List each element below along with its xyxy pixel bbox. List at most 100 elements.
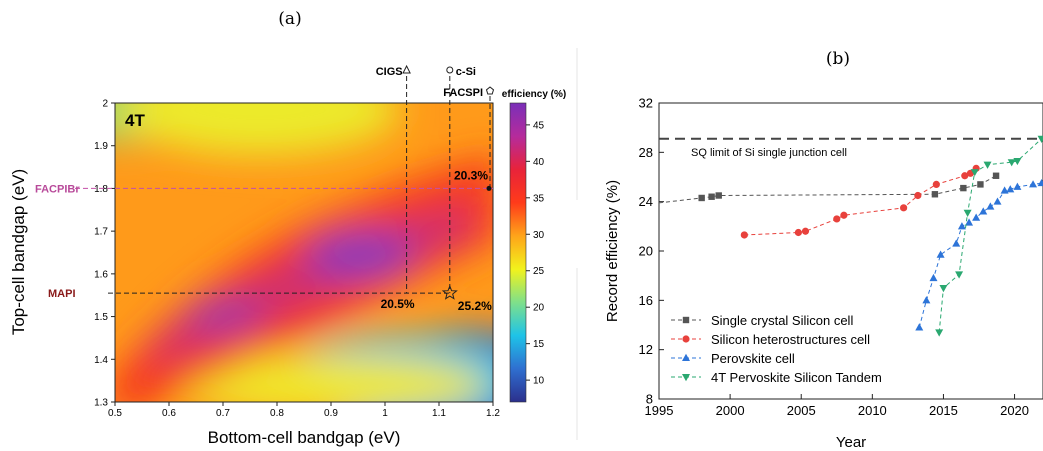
heatmap-x-tick-label: 0.5 [108, 408, 122, 419]
marker-label-mapi: MAPI [48, 288, 76, 300]
efficiency-annotation: 25.2% [458, 299, 492, 313]
marker-label-cigs: CIGS [376, 66, 403, 78]
heatmap-x-ticks: 0.5 0.6 0.7 0.8 0.9 1 1.1 1.2 [108, 402, 500, 419]
data-point [955, 271, 964, 279]
data-point [1013, 182, 1022, 190]
circle-marker-icon [446, 66, 454, 74]
series-line [938, 138, 1042, 333]
heatmap-inset-label: 4T [125, 111, 145, 130]
colorbar-tick-label: 40 [533, 157, 545, 168]
colorbar-ticks: 10 15 20 25 30 35 40 45 [526, 120, 545, 387]
heatmap-y-ticks: 1.3 1.4 1.5 1.6 1.7 1.8 1.9 2 [94, 99, 115, 409]
heatmap-chart: 4T 0.5 0.6 0.7 0.8 0.9 1 1.1 1.2 1.31.41.51.61.… [9, 64, 566, 447]
pentagon-marker-icon [485, 86, 495, 95]
heatmap-x-tick-label: 1.2 [486, 408, 500, 419]
heatmap-xlabel: Bottom-cell bandgap (eV) [208, 428, 401, 447]
triangle-marker-icon [402, 64, 411, 74]
data-point [1037, 135, 1043, 143]
line-chart-y-tick-label: 24 [639, 194, 653, 209]
line-chart: 1995 2000 2005 2010 2015 2020 8 12 16 20 24 28 32 S… [604, 96, 1043, 451]
heatmap-x-tick-label: 0.8 [270, 408, 284, 419]
data-point [972, 213, 981, 221]
data-point [1013, 157, 1022, 166]
heatmap-y-tick-label: 1.3 [94, 398, 108, 409]
heatmap-x-tick-label: 0.7 [216, 408, 230, 419]
data-point [1000, 186, 1009, 194]
line-chart-y-tick-label: 28 [639, 145, 653, 160]
data-point [965, 218, 974, 226]
marker-label-facspi: FACSPI [443, 87, 483, 99]
data-point [957, 222, 966, 230]
legend-label: Perovskite cell [711, 351, 795, 366]
series-line [918, 182, 1042, 328]
data-point [801, 227, 810, 235]
heatmap-region-bottom [170, 355, 490, 402]
line-chart-y-ticks: 8 12 16 20 24 28 32 [639, 96, 664, 407]
data-point [993, 197, 1002, 205]
colorbar-tick-label: 20 [533, 303, 545, 314]
colorbar-tick-label: 30 [533, 230, 545, 241]
line-chart-x-ticks: 1995 2000 2005 2010 2015 2020 [645, 394, 1029, 418]
colorbar-tick-label: 45 [533, 120, 545, 131]
data-point [682, 374, 690, 382]
data-point [914, 191, 922, 200]
heatmap-y-tick-label: 1.8 [94, 184, 108, 195]
data-point [715, 192, 722, 199]
data-point [932, 180, 940, 188]
data-point [935, 329, 944, 337]
colorbar [509, 102, 527, 403]
data-point [698, 194, 705, 202]
line-chart-x-tick-label: 2015 [929, 403, 958, 418]
data-point [1029, 180, 1038, 188]
data-point [682, 316, 690, 324]
data-point [970, 169, 979, 177]
data-point [931, 191, 939, 198]
heatmap-y-tick-label: 2 [102, 99, 108, 110]
intersection-dot [486, 185, 492, 191]
data-point [794, 228, 802, 237]
heatmap-ylabel: Top-cell bandgap (eV) [9, 169, 28, 335]
data-point [682, 353, 690, 361]
reference-line-label: SQ limit of Si single junction cell [691, 147, 847, 159]
marker-label-csi: c-Si [456, 66, 476, 78]
marker-label-facpibr: FACPIBr [35, 183, 80, 195]
heatmap-region-top [120, 103, 400, 155]
data-point [682, 335, 690, 343]
data-point [939, 285, 948, 293]
data-point [915, 323, 924, 331]
data-point [963, 209, 972, 217]
heatmap-peak [305, 230, 415, 280]
data-point [708, 193, 715, 200]
panel-label-b: (b) [826, 49, 850, 69]
efficiency-annotation: 20.3% [454, 168, 488, 182]
data-point [983, 161, 992, 169]
colorbar-tick-label: 15 [533, 339, 545, 350]
legend-label: Single crystal Silicon cell [711, 313, 853, 328]
legend-label: Silicon heterostructures cell [711, 332, 870, 347]
data-point [1006, 185, 1015, 193]
data-point [960, 184, 967, 192]
heatmap-x-tick-label: 0.6 [162, 408, 176, 419]
data-point [961, 172, 969, 180]
heatmap-frame [114, 102, 494, 403]
line-chart-x-tick-label: 2020 [1000, 403, 1029, 418]
heatmap-y-tick-label: 1.6 [94, 269, 108, 280]
data-point [833, 215, 841, 223]
data-point [936, 250, 945, 258]
colorbar-tick-label: 35 [533, 193, 545, 204]
line-chart-y-tick-label: 20 [639, 244, 653, 259]
panel-label-a: (a) [278, 9, 301, 29]
data-point [977, 181, 984, 188]
heatmap-y-tick-label: 1.5 [94, 312, 108, 323]
line-chart-y-tick-label: 12 [639, 342, 653, 357]
data-point [840, 211, 848, 219]
line-chart-ylabel: Record efficiency (%) [604, 180, 621, 322]
line-chart-x-tick-label: 2010 [858, 403, 887, 418]
heatmap-x-tick-label: 1 [382, 408, 388, 419]
heatmap-x-tick-label: 0.9 [324, 408, 338, 419]
data-point [740, 231, 748, 239]
data-point [1007, 159, 1016, 167]
series-line [744, 167, 977, 236]
data-point [900, 204, 908, 212]
